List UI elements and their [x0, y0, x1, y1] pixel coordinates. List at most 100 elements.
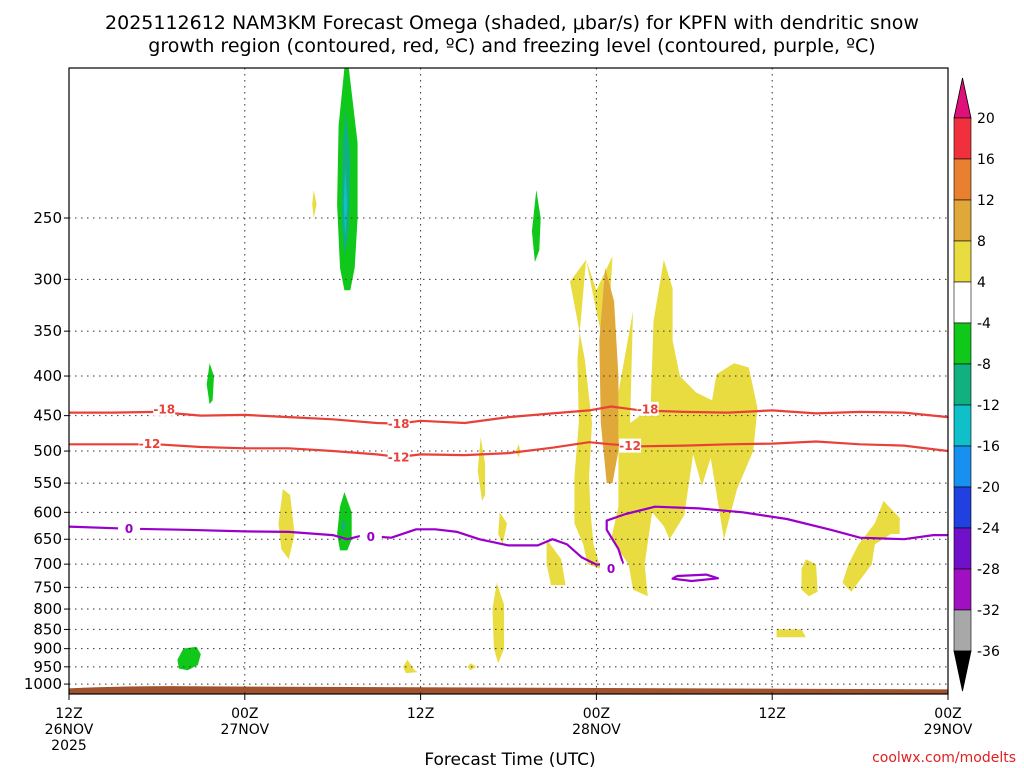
x-tick-date-3: 28NOV	[572, 722, 621, 738]
colorbar-band-11	[953, 568, 972, 611]
omega-shade-0-8	[403, 659, 418, 674]
contour-layer	[69, 405, 948, 583]
colorbar-label-0: 20	[977, 111, 995, 127]
omega-shade-2-1	[337, 492, 352, 551]
contour-label-0-0: -18	[153, 402, 175, 416]
colorbar-band-10	[953, 527, 972, 570]
y-tick-label-14: 950	[33, 658, 62, 676]
y-tick-label-10: 750	[33, 578, 62, 596]
contour-label-bg-0-0	[153, 401, 176, 416]
chart-title-line1: 2025112612 NAM3KM Forecast Omega (shaded…	[105, 12, 919, 34]
contour-label-bg-2-2	[600, 561, 623, 576]
x-tick-label-2: 12Z	[407, 706, 434, 722]
contour-label-0-1: -18	[388, 417, 410, 431]
colorbar-band-0	[953, 117, 972, 160]
x-tick-year-0: 2025	[51, 738, 87, 754]
contour-label-bg-0-1	[387, 416, 410, 431]
contour-line-2	[69, 505, 948, 566]
colorbar-band-9	[953, 486, 972, 529]
contour-line-1	[69, 440, 948, 459]
colorbar-label-3: 8	[977, 234, 986, 250]
x-tick-date-5: 29NOV	[924, 722, 973, 738]
y-axis-ticks: 250 300 350 400 450 500 550 600 650 700 750 800 850 9…	[24, 209, 69, 693]
omega-shade-2-2	[177, 646, 201, 671]
contour-label-bg-0-2	[636, 401, 659, 416]
y-tick-label-15: 1000	[24, 675, 62, 693]
contour-label-2-1: 0	[367, 530, 375, 544]
omega-shading-layer	[177, 68, 900, 674]
plot-area: -18 -18 -18 -12 -12 -12 0 0 0	[68, 67, 949, 695]
colorbar-band-12	[953, 609, 972, 652]
omega-shade-0-7	[776, 629, 806, 638]
omega-shade-0-5	[546, 539, 566, 586]
colorbar-label-9: -20	[977, 480, 1000, 496]
y-tick-label-7: 600	[33, 503, 62, 521]
y-tick-label-9: 700	[33, 555, 62, 573]
y-tick-label-5: 500	[33, 442, 62, 460]
colorbar-band-7	[953, 404, 972, 447]
y-tick-label-0: 250	[33, 209, 62, 227]
contour-label-1-1: -12	[388, 451, 410, 465]
omega-shade-0-4	[492, 582, 505, 664]
colorbar-band-2	[953, 199, 972, 242]
plot-frame	[68, 67, 949, 695]
contour-label-1-0: -12	[139, 437, 161, 451]
contour-label-2-0: 0	[125, 522, 133, 536]
colorbar-band-4	[953, 281, 972, 324]
contour-label-bg-1-0	[138, 436, 161, 451]
y-tick-label-12: 850	[33, 620, 62, 638]
credit-text[interactable]: coolwx.com/modelts	[872, 750, 1016, 766]
colorbar-label-11: -28	[977, 562, 1000, 578]
grid-layer	[69, 68, 948, 694]
y-tick-label-4: 450	[33, 407, 62, 425]
colorbar-band-8	[953, 445, 972, 488]
plot-background	[69, 68, 948, 694]
omega-shade-2-3	[531, 190, 541, 263]
contour-label-bg-1-1	[387, 450, 410, 465]
contour-label-bg-1-2	[619, 438, 642, 453]
contour-line-0	[69, 405, 948, 425]
chart-title-line2: growth region (contoured, red, ºC) and f…	[148, 35, 875, 57]
terrain-fill	[69, 686, 948, 694]
omega-shade-0-3	[842, 500, 900, 592]
contour-label-2-2: 0	[607, 562, 615, 576]
colorbar-label-2: 12	[977, 193, 995, 209]
colorbar-band-3	[953, 240, 972, 283]
omega-shade-1-0	[599, 267, 619, 484]
contour-label-0-2: -18	[637, 402, 659, 416]
x-axis-label: Forecast Time (UTC)	[424, 750, 595, 768]
colorbar-label-8: -16	[977, 439, 1000, 455]
omega-shade-0-0	[570, 256, 758, 597]
colorbar-label-10: -24	[977, 521, 1000, 537]
y-tick-label-8: 650	[33, 530, 62, 548]
y-tick-label-3: 400	[33, 367, 62, 385]
omega-shade-0-2	[801, 559, 818, 597]
colorbar-label-1: 16	[977, 152, 995, 168]
y-tick-label-1: 300	[33, 270, 62, 288]
terrain-layer	[69, 686, 948, 694]
colorbar-label-5: -4	[977, 316, 991, 332]
colorbar-label-13: -36	[977, 644, 1000, 660]
x-tick-date-0: 26NOV	[45, 722, 94, 738]
omega-shade-2-4	[206, 363, 214, 405]
colorbar-band-1	[953, 158, 972, 201]
contour-label-bg-2-0	[118, 521, 141, 536]
x-tick-label-0: 12Z	[55, 706, 82, 722]
omega-shade-0-12	[312, 190, 317, 218]
colorbar-label-4: 4	[977, 275, 986, 291]
x-tick-label-4: 12Z	[758, 706, 785, 722]
colorbar-top-arrow	[953, 77, 972, 119]
contour-label-bg-2-1	[359, 529, 382, 544]
y-tick-label-11: 800	[33, 600, 62, 618]
omega-shade-3-1	[341, 517, 346, 534]
omega-shade-0-1	[278, 489, 295, 560]
colorbar-bottom-arrow	[953, 650, 972, 692]
colorbar-label-6: -8	[977, 357, 991, 373]
y-tick-label-6: 550	[33, 474, 62, 492]
y-tick-label-2: 350	[33, 322, 62, 340]
x-tick-date-1: 27NOV	[220, 722, 269, 738]
omega-shade-0-10	[498, 512, 507, 545]
omega-shade-4-0	[343, 167, 348, 238]
